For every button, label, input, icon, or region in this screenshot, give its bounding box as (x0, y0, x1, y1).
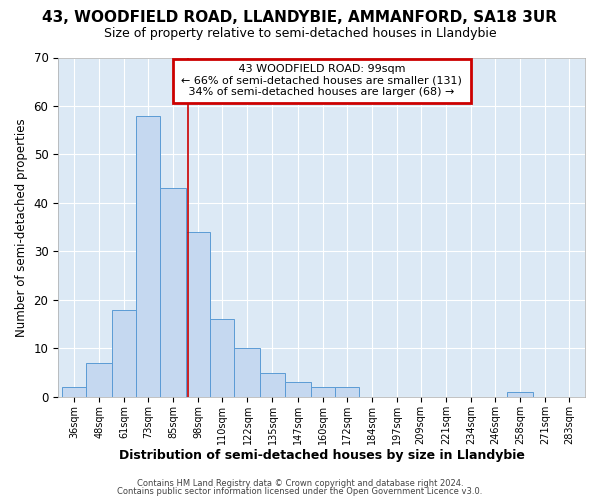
Bar (187, 232, 211, 397)
Text: Contains HM Land Registry data © Crown copyright and database right 2024.: Contains HM Land Registry data © Crown c… (137, 478, 463, 488)
Bar (335, 387, 359, 397)
Bar (235, 348, 260, 397)
X-axis label: Distribution of semi-detached houses by size in Llandybie: Distribution of semi-detached houses by … (119, 450, 524, 462)
Bar (507, 392, 533, 397)
Bar (62, 387, 86, 397)
Bar (260, 372, 284, 397)
Bar (211, 320, 235, 397)
Text: 43, WOODFIELD ROAD, LLANDYBIE, AMMANFORD, SA18 3UR: 43, WOODFIELD ROAD, LLANDYBIE, AMMANFORD… (43, 10, 557, 25)
Text: Contains public sector information licensed under the Open Government Licence v3: Contains public sector information licen… (118, 487, 482, 496)
Bar (112, 310, 136, 397)
Y-axis label: Number of semi-detached properties: Number of semi-detached properties (15, 118, 28, 336)
Bar (284, 382, 311, 397)
Bar (86, 363, 112, 397)
Bar (311, 387, 335, 397)
Bar (136, 116, 160, 397)
Text: Size of property relative to semi-detached houses in Llandybie: Size of property relative to semi-detach… (104, 28, 496, 40)
Bar (160, 188, 187, 397)
Text: 43 WOODFIELD ROAD: 99sqm   
← 66% of semi-detached houses are smaller (131)
   3: 43 WOODFIELD ROAD: 99sqm ← 66% of semi-d… (178, 64, 465, 98)
